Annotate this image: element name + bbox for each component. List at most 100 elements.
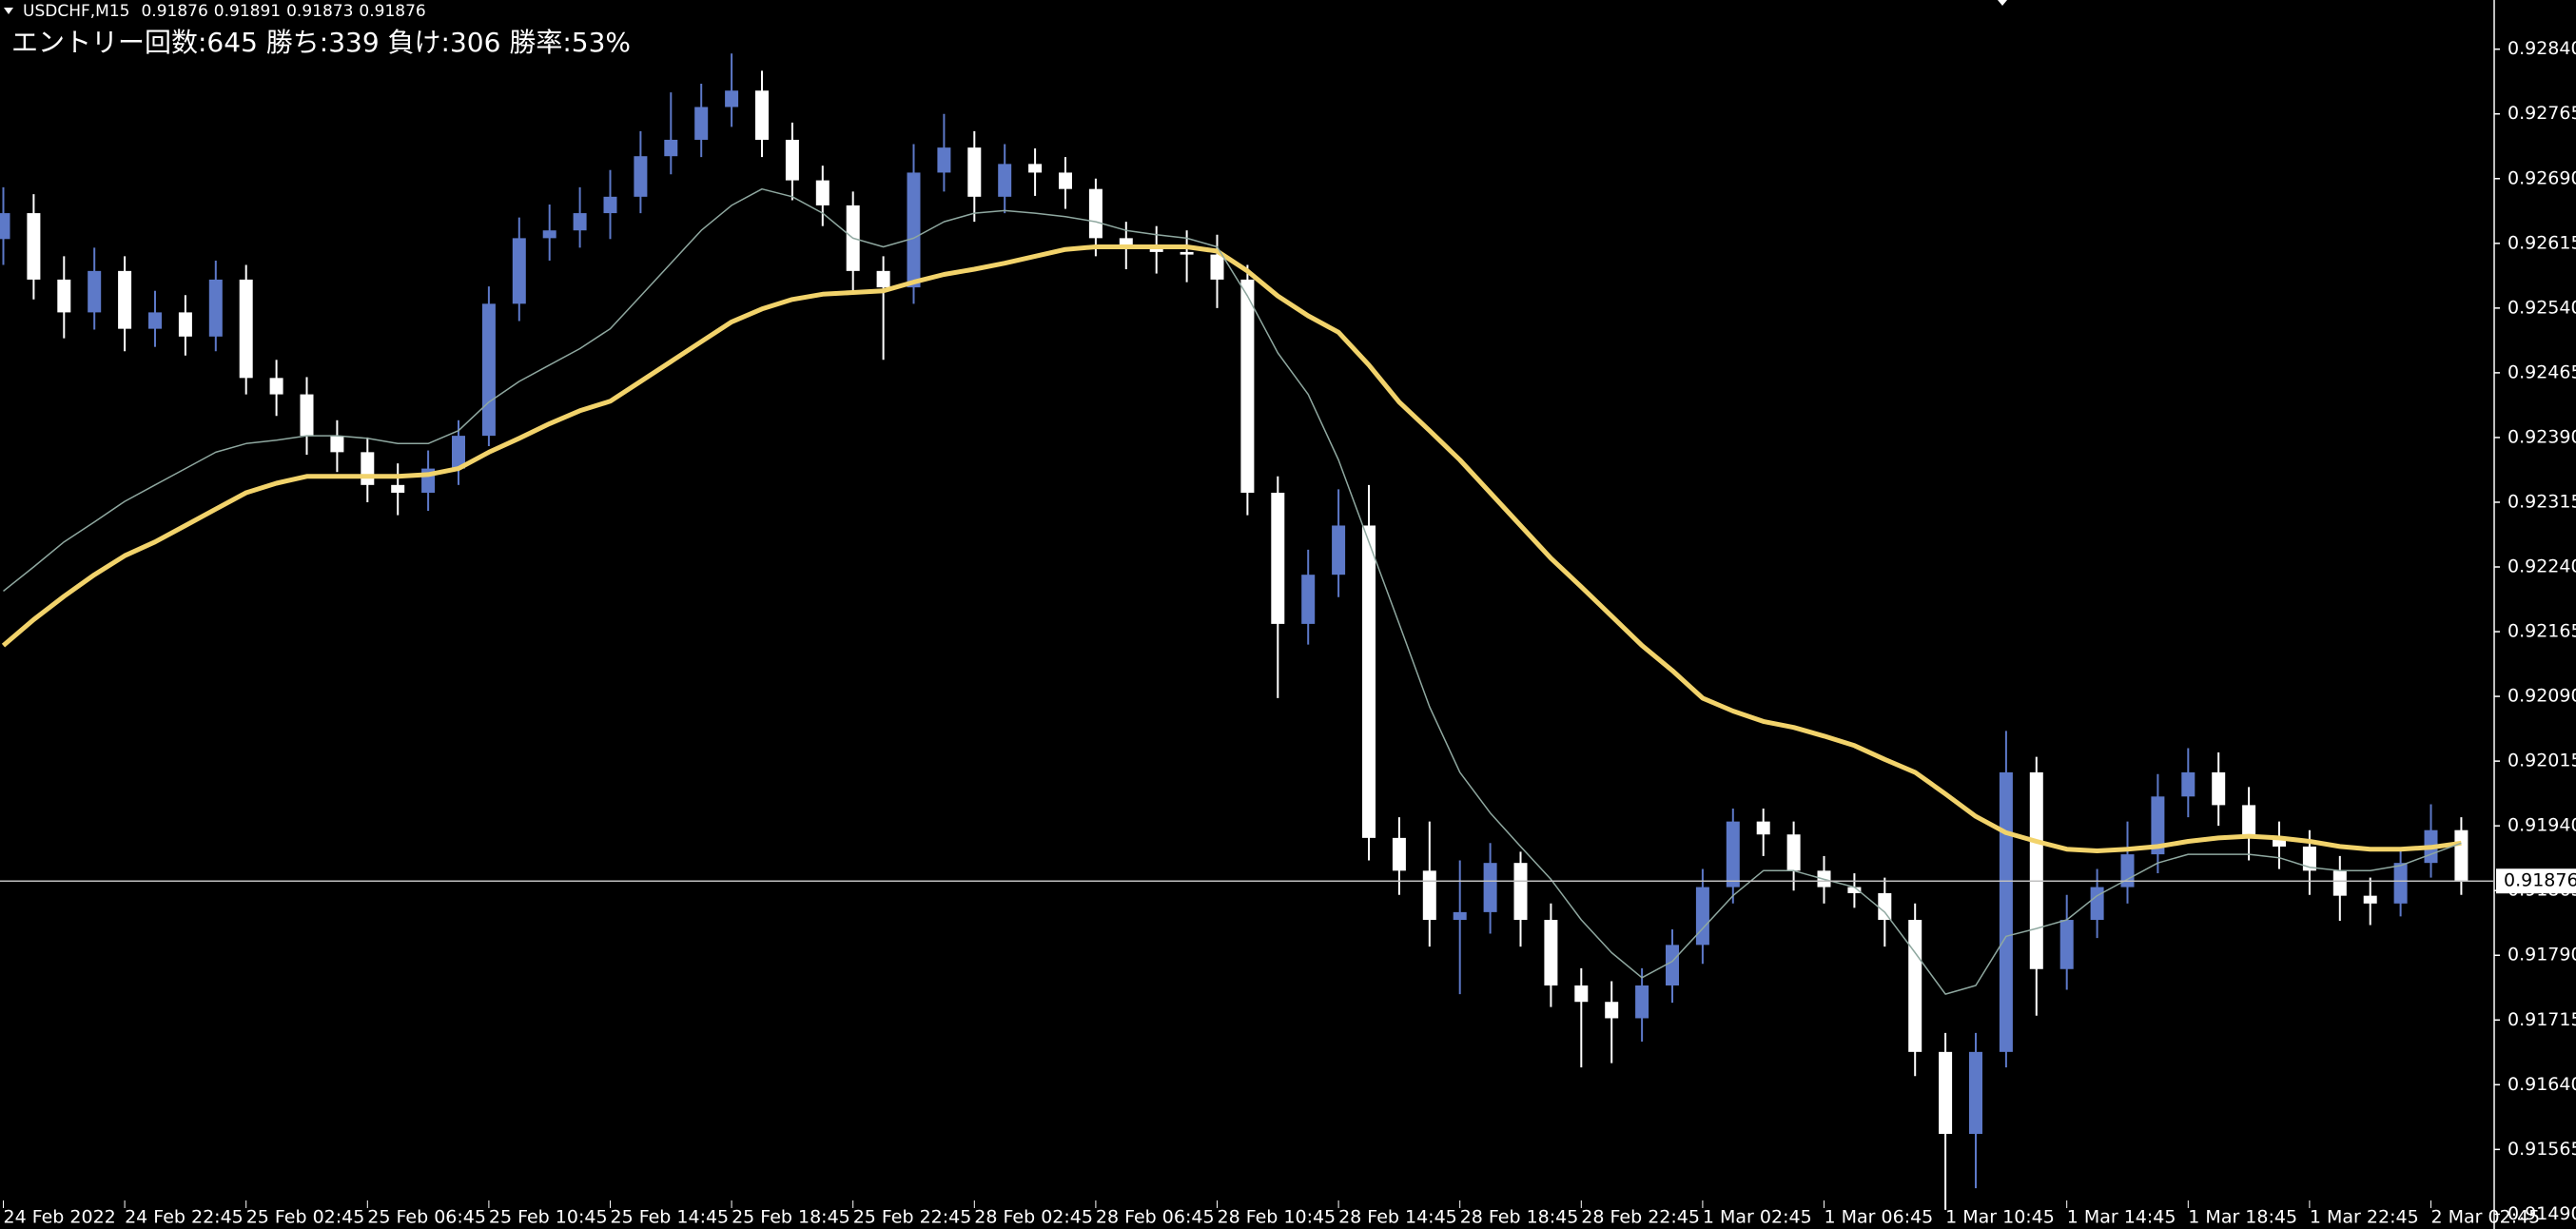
- candle-body: [1847, 887, 1862, 893]
- candle-body: [1939, 1051, 1953, 1135]
- x-tick-label: 24 Feb 22:45: [125, 1207, 244, 1228]
- candle-body: [2059, 920, 2074, 969]
- candle-body: [1756, 821, 1770, 835]
- ma-line: [3, 187, 2462, 995]
- candle-body: [1028, 164, 1043, 173]
- candle-body: [2120, 854, 2135, 888]
- candle-body: [1969, 1051, 1982, 1135]
- x-tick-label: 25 Feb 10:45: [489, 1207, 608, 1228]
- y-tick-label: 0.92840: [2508, 38, 2576, 59]
- candle-body: [330, 436, 344, 453]
- candle-body: [27, 213, 41, 280]
- candle-body: [88, 270, 102, 313]
- chart-symbol: USDCHF,M15: [23, 2, 129, 21]
- candle-body: [937, 147, 951, 173]
- candle-body: [2181, 771, 2195, 797]
- candle-body: [1999, 771, 2013, 1052]
- x-tick-label: 25 Feb 06:45: [367, 1207, 486, 1228]
- candle-body: [118, 270, 132, 329]
- candle-body: [2212, 771, 2226, 806]
- candle-body: [300, 394, 314, 437]
- candle-body: [664, 139, 678, 157]
- candle-body: [2302, 846, 2316, 871]
- ma-line: [1, 244, 2462, 853]
- candle-body: [1878, 892, 1892, 921]
- candle-body: [2363, 895, 2377, 904]
- x-tick-label: 28 Feb 02:45: [974, 1207, 1093, 1228]
- header-price: 0.91873: [286, 2, 353, 21]
- candle-body: [1574, 985, 1589, 1003]
- x-tick-label: 28 Feb 22:45: [1581, 1207, 1700, 1228]
- candle-body: [1483, 863, 1497, 912]
- candle-body: [2273, 837, 2286, 847]
- candle-body: [998, 164, 1012, 197]
- candle-body: [239, 279, 253, 379]
- menu-triangle: [4, 8, 13, 14]
- candle-body: [1635, 985, 1649, 1019]
- candle-body: [815, 180, 829, 205]
- x-tick-label: 1 Mar 18:45: [2188, 1207, 2297, 1228]
- y-tick-label: 0.92765: [2508, 103, 2576, 124]
- candle-body: [512, 238, 526, 304]
- candle-body: [1453, 911, 1467, 921]
- candle-body: [1180, 251, 1194, 255]
- candle-body: [178, 312, 192, 337]
- candle-body: [2332, 870, 2347, 896]
- x-tick-label: 25 Feb 22:45: [853, 1207, 972, 1228]
- scroll-marker: [1998, 0, 2007, 6]
- y-tick-label: 0.91715: [2508, 1009, 2576, 1030]
- candle-body: [1149, 246, 1163, 252]
- candle-body: [391, 484, 405, 493]
- candle-body: [1332, 525, 1346, 575]
- x-tick-label: 1 Mar 10:45: [1945, 1207, 2055, 1228]
- candle-body: [208, 279, 223, 337]
- candle-body: [2090, 887, 2104, 921]
- candle-body: [1605, 1002, 1619, 1019]
- stats-annotation: エントリー回数:645 勝ち:339 負け:306 勝率:53%: [11, 27, 631, 58]
- x-tick-label: 25 Feb 02:45: [246, 1207, 365, 1228]
- candle-body: [481, 303, 496, 437]
- candle-body: [1544, 920, 1558, 985]
- candle-body: [1786, 834, 1801, 871]
- candle-body: [1088, 188, 1103, 239]
- x-tick-label: 25 Feb 18:45: [732, 1207, 850, 1228]
- candle-body: [694, 107, 709, 140]
- y-tick-label: 0.91565: [2508, 1139, 2576, 1160]
- candle-body: [269, 378, 283, 395]
- candle-body: [967, 147, 982, 197]
- current-price-label: 0.91876: [2504, 870, 2576, 891]
- candle-body: [603, 196, 617, 214]
- y-tick-label: 0.91790: [2508, 945, 2576, 966]
- candle-body: [2242, 805, 2256, 838]
- candle-body: [2393, 863, 2408, 904]
- candle-body: [2151, 796, 2165, 855]
- x-tick-label: 24 Feb 2022: [4, 1207, 116, 1228]
- candle-body: [2454, 829, 2469, 882]
- candle-body: [1695, 887, 1709, 946]
- plot-area: [0, 53, 2469, 1210]
- x-tick-label: 25 Feb 14:45: [611, 1207, 730, 1228]
- candle-body: [361, 452, 375, 485]
- y-tick-label: 0.92390: [2508, 426, 2576, 447]
- candle-body: [785, 139, 799, 181]
- y-tick-label: 0.92540: [2508, 297, 2576, 318]
- y-tick-label: 0.91940: [2508, 815, 2576, 836]
- y-tick-label: 0.91640: [2508, 1074, 2576, 1095]
- candle-body: [542, 230, 556, 239]
- y-tick-label: 0.92240: [2508, 556, 2576, 577]
- candle-body: [1666, 945, 1679, 985]
- candle-body: [1513, 863, 1528, 921]
- y-tick-label: 0.92165: [2508, 621, 2576, 642]
- candle-body: [876, 270, 890, 288]
- candle-body: [755, 90, 769, 140]
- candle-body: [1392, 837, 1406, 871]
- y-tick-label: 0.92015: [2508, 751, 2576, 771]
- candle-body: [2029, 771, 2043, 969]
- candle-body: [907, 172, 921, 288]
- header-price: 0.91891: [214, 2, 281, 21]
- y-tick-label: 0.92615: [2508, 232, 2576, 253]
- x-tick-label: 28 Feb 06:45: [1096, 1207, 1215, 1228]
- candle-body: [1908, 920, 1922, 1052]
